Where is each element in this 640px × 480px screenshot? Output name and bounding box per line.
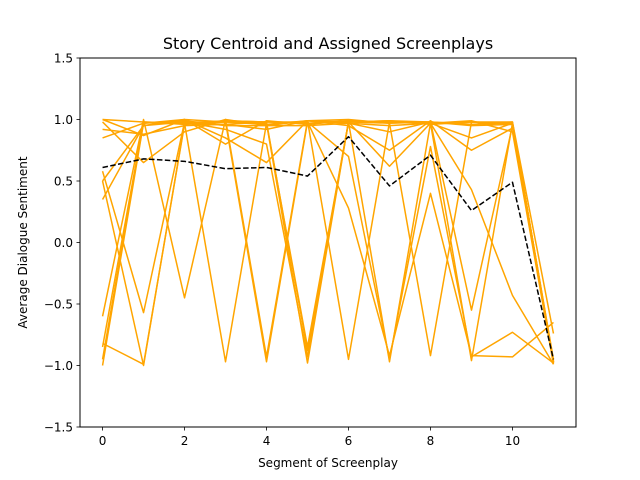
y-tick-label: −1.0	[44, 359, 73, 373]
y-axis: −1.5 −1.0 −0.5 0.0 0.5 1.0 1.5	[44, 52, 80, 435]
y-axis-label: Average Dialogue Sentiment	[16, 156, 30, 328]
x-tick-label: 8	[427, 434, 435, 448]
series-layer	[101, 118, 555, 367]
x-axis: 0 2 4 6 8 10	[99, 427, 520, 448]
screenplay-series-line-14	[101, 119, 555, 367]
y-tick-label: −1.5	[44, 421, 73, 435]
y-tick-label: 0.0	[54, 236, 73, 250]
y-tick-label: 1.5	[54, 52, 73, 66]
screenplay-series-line-12	[101, 118, 555, 366]
x-tick-label: 0	[99, 434, 107, 448]
x-axis-label: Segment of Screenplay	[258, 456, 398, 470]
screenplay-series-line-7	[102, 118, 555, 362]
screenplay-series-line-11	[101, 121, 554, 363]
x-tick-label: 6	[345, 434, 353, 448]
y-tick-label: 0.5	[54, 175, 73, 189]
y-tick-label: −0.5	[44, 298, 73, 312]
y-tick-label: 1.0	[54, 113, 73, 127]
centroid-series-line	[102, 135, 555, 360]
chart-title: Story Centroid and Assigned Screenplays	[163, 34, 493, 53]
x-tick-label: 2	[181, 434, 189, 448]
x-tick-label: 4	[263, 434, 271, 448]
x-tick-label: 10	[505, 434, 520, 448]
screenplay-series-line-6	[102, 118, 555, 362]
